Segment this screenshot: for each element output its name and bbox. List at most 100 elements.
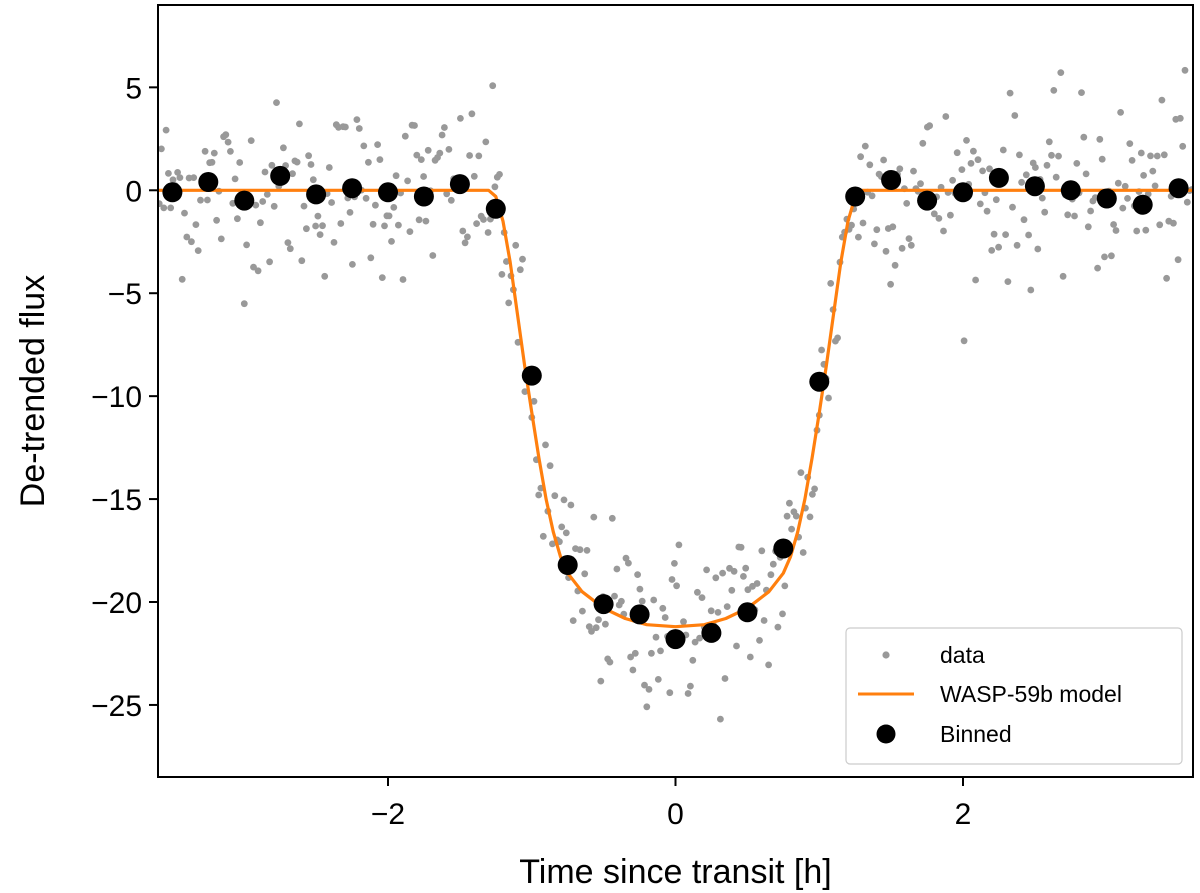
data-point [634, 571, 641, 578]
data-point [210, 149, 218, 157]
data-point [698, 594, 706, 601]
data-point [1071, 212, 1078, 220]
data-point [567, 501, 575, 509]
data-point [666, 689, 674, 697]
data-point [475, 152, 483, 160]
data-point [1025, 231, 1032, 239]
data-point [583, 547, 591, 554]
data-point [512, 241, 520, 249]
data-point [818, 346, 825, 354]
data-point [661, 614, 669, 621]
data-point [376, 156, 384, 164]
binned-point [162, 182, 183, 203]
x-tick-label: 0 [667, 798, 684, 831]
data-point [714, 609, 722, 616]
data-point [562, 529, 570, 537]
data-point [160, 204, 168, 212]
y-tick-label: −25 [91, 690, 142, 723]
data-point [668, 576, 676, 583]
data-point [781, 582, 789, 590]
data-point [1013, 241, 1021, 249]
data-point [1006, 89, 1014, 97]
binned-point [1024, 176, 1045, 197]
binned-point [306, 184, 327, 205]
data-point [684, 690, 692, 697]
data-points-layer [158, 66, 1193, 723]
data-point [979, 167, 986, 175]
data-point [611, 592, 618, 600]
data-point [1133, 227, 1141, 235]
data-point [1174, 256, 1182, 264]
data-point [712, 574, 720, 582]
data-point [786, 499, 793, 507]
binned-point [953, 182, 973, 203]
data-point [505, 299, 513, 307]
data-point [857, 153, 864, 161]
binned-points-layer [162, 165, 1189, 650]
data-point [489, 82, 497, 90]
data-point [542, 441, 549, 449]
data-point [1158, 96, 1166, 104]
x-axis-label: Time since transit [h] [519, 853, 831, 891]
data-point [896, 165, 904, 173]
data-point [758, 547, 766, 555]
data-point [247, 137, 255, 145]
data-point [1121, 182, 1129, 190]
data-point [963, 137, 970, 144]
data-point [420, 173, 427, 180]
data-point [217, 235, 225, 243]
data-point [935, 215, 943, 222]
data-point [201, 147, 209, 155]
data-point [1126, 140, 1134, 148]
data-point [268, 161, 276, 169]
data-point [737, 543, 745, 551]
data-point [404, 177, 411, 185]
data-point [286, 245, 294, 253]
data-point [259, 198, 267, 205]
data-point [158, 145, 165, 153]
data-point [625, 559, 632, 567]
y-axis-label: De-trended flux [14, 275, 52, 507]
data-point [459, 227, 467, 235]
data-point [261, 168, 269, 176]
data-point [1163, 274, 1170, 282]
data-point [1084, 223, 1092, 231]
data-point [905, 235, 913, 243]
data-point [942, 113, 950, 120]
binned-point [665, 629, 686, 650]
data-point [1151, 182, 1159, 190]
data-point [236, 159, 244, 166]
data-point [266, 258, 273, 266]
data-point [958, 166, 966, 174]
data-point [721, 675, 729, 682]
data-point [1179, 142, 1187, 150]
data-point [868, 192, 876, 200]
data-point [224, 138, 232, 146]
y-tick-label: 5 [125, 72, 142, 105]
data-point [999, 146, 1007, 154]
data-point [1183, 198, 1191, 206]
data-point [1038, 194, 1046, 202]
data-point [592, 624, 600, 632]
data-point [314, 212, 322, 220]
data-point [689, 656, 697, 664]
data-point [608, 514, 616, 522]
data-point [482, 138, 490, 146]
data-point [390, 204, 398, 211]
data-point [1149, 167, 1157, 175]
data-point [181, 209, 188, 217]
data-point [645, 686, 653, 693]
data-point [760, 617, 768, 624]
binned-point [629, 604, 650, 625]
data-point [891, 261, 899, 269]
data-point [910, 167, 917, 175]
data-point [1043, 161, 1051, 169]
data-point [468, 110, 476, 118]
data-point [378, 274, 386, 281]
data-point [307, 161, 315, 168]
data-point [194, 247, 202, 255]
data-point [1057, 69, 1065, 76]
data-point [325, 164, 333, 171]
data-point [174, 169, 182, 176]
data-point [1055, 152, 1062, 160]
